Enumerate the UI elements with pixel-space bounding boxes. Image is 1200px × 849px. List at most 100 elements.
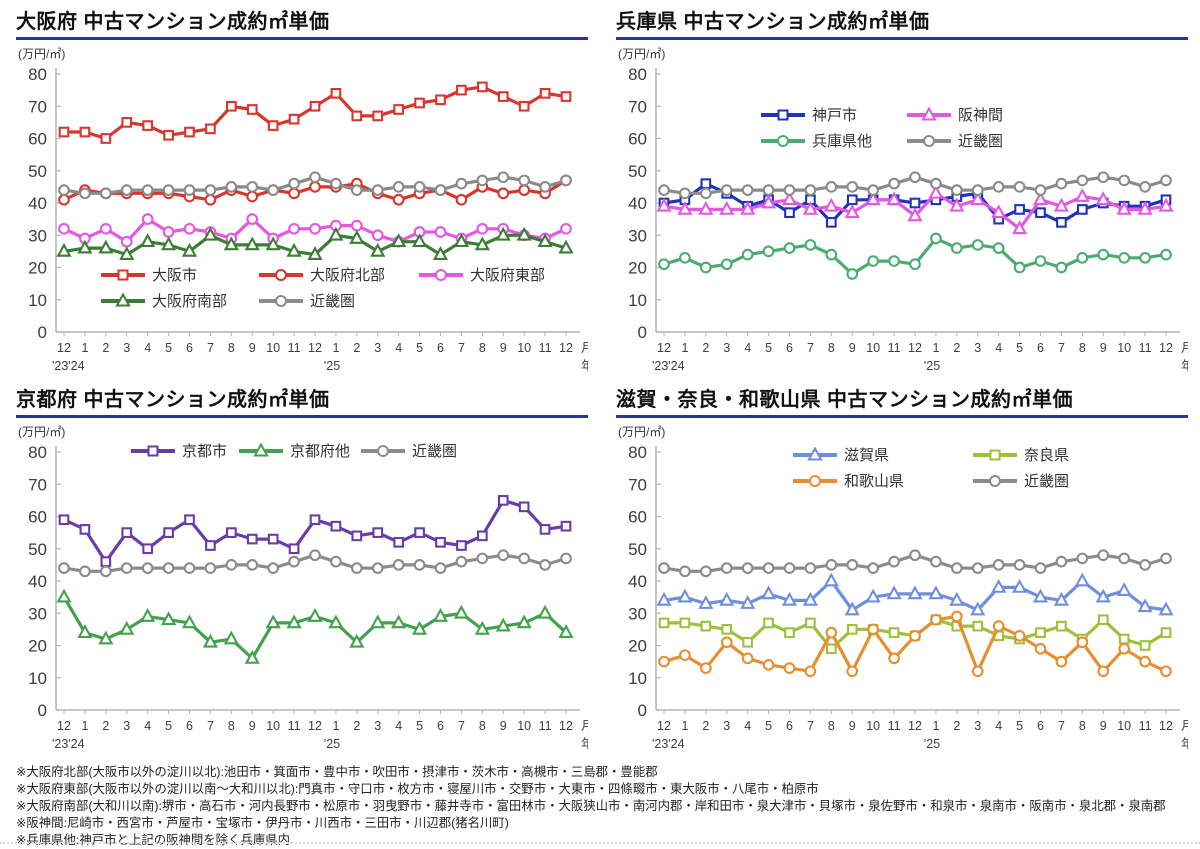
svg-text:年: 年 — [581, 737, 588, 751]
svg-text:6: 6 — [1037, 719, 1044, 733]
legend-label: 京都市 — [182, 443, 228, 460]
legend-marker-circle-icon — [361, 444, 405, 457]
svg-text:6: 6 — [1037, 341, 1044, 355]
svg-text:7: 7 — [807, 341, 814, 355]
svg-text:9: 9 — [249, 341, 256, 355]
svg-text:1: 1 — [81, 719, 88, 733]
svg-text:12: 12 — [559, 341, 573, 355]
footnotes: ※大阪府北部(大阪市以外の淀川以北):池田市・箕面市・豊中市・吹田市・摂津市・茨… — [0, 756, 1200, 849]
chart-hyogo: 兵庫県 中古マンション成約㎡単価 (万円/㎡) 0 10 20 30 40 50 60 70 8… — [600, 0, 1200, 378]
svg-text:12: 12 — [908, 719, 922, 733]
svg-text:11: 11 — [539, 719, 552, 733]
legend-marker-square-icon — [101, 269, 145, 280]
legend-item-kinki: 近畿圏 — [906, 130, 1003, 151]
svg-text:20: 20 — [628, 637, 647, 656]
svg-text:2: 2 — [353, 341, 360, 355]
legend-label: 滋賀県 — [844, 447, 890, 464]
svg-text:'23'24: '23'24 — [652, 737, 685, 751]
svg-text:6: 6 — [437, 719, 444, 733]
svg-text:50: 50 — [628, 540, 647, 559]
svg-text:11: 11 — [288, 719, 301, 733]
svg-text:9: 9 — [1100, 341, 1107, 355]
legend-item-osaka-east: 大阪府東部 — [418, 264, 545, 285]
svg-text:6: 6 — [186, 341, 193, 355]
svg-text:10: 10 — [866, 341, 880, 355]
svg-text:10: 10 — [1117, 719, 1131, 733]
svg-text:80: 80 — [28, 443, 47, 462]
svg-text:10: 10 — [517, 341, 531, 355]
svg-text:1: 1 — [332, 341, 339, 355]
svg-text:40: 40 — [628, 194, 647, 213]
svg-text:6: 6 — [786, 719, 793, 733]
svg-text:'23'24: '23'24 — [52, 737, 85, 751]
svg-text:1: 1 — [681, 341, 688, 355]
svg-text:8: 8 — [1079, 719, 1086, 733]
legend-label: 近畿圏 — [412, 443, 458, 460]
legend-marker-circle-icon — [419, 268, 463, 281]
y-axis-unit: (万円/㎡) — [18, 47, 66, 61]
legend-label: 大阪府東部 — [470, 267, 546, 284]
svg-text:5: 5 — [765, 341, 772, 355]
chart-kyoto: 京都府 中古マンション成約㎡単価 (万円/㎡) 0 10 20 30 40 50 60 70 8… — [0, 378, 600, 756]
svg-text:9: 9 — [849, 719, 856, 733]
footnote-line: ※阪神間:尼崎市・西宮市・芦屋市・宝塚市・伊丹市・川西市・三田市・川辺郡(猪名川… — [16, 816, 509, 830]
svg-text:2: 2 — [953, 719, 960, 733]
svg-text:60: 60 — [628, 508, 647, 527]
svg-text:年: 年 — [1181, 737, 1188, 751]
svg-text:11: 11 — [539, 341, 552, 355]
svg-text:12: 12 — [308, 341, 322, 355]
svg-text:9: 9 — [500, 341, 507, 355]
svg-text:7: 7 — [458, 719, 465, 733]
y-axis-unit: (万円/㎡) — [18, 425, 66, 439]
svg-text:70: 70 — [28, 475, 47, 494]
svg-text:1: 1 — [81, 341, 88, 355]
svg-text:7: 7 — [807, 719, 814, 733]
legend-item-osaka-city: 大阪市 — [100, 264, 258, 285]
legend-item-kobe-city: 神戸市 — [760, 104, 906, 125]
legend-item-kyoto-city: 京都市 — [130, 440, 238, 461]
legend-marker-circle-icon — [793, 474, 837, 487]
svg-text:5: 5 — [1016, 719, 1023, 733]
svg-text:'23'24: '23'24 — [52, 359, 85, 373]
legend-item-kinki: 近畿圏 — [972, 470, 1069, 491]
svg-text:3: 3 — [723, 719, 730, 733]
svg-text:80: 80 — [628, 65, 647, 84]
svg-text:8: 8 — [479, 719, 486, 733]
y-axis-unit: (万円/㎡) — [618, 425, 666, 439]
svg-text:'23'24: '23'24 — [652, 359, 685, 373]
svg-text:2: 2 — [702, 719, 709, 733]
svg-text:6: 6 — [186, 719, 193, 733]
y-axis-unit: (万円/㎡) — [618, 47, 666, 61]
legend-label: 近畿圏 — [958, 133, 1004, 150]
svg-text:5: 5 — [1016, 341, 1023, 355]
svg-text:5: 5 — [416, 341, 423, 355]
footnote-line: ※大阪府北部(大阪市以外の淀川以北):池田市・箕面市・豊中市・吹田市・摂津市・茨… — [16, 765, 658, 779]
svg-text:年: 年 — [581, 359, 588, 373]
svg-text:8: 8 — [828, 341, 835, 355]
svg-text:3: 3 — [374, 341, 381, 355]
svg-text:4: 4 — [144, 719, 151, 733]
svg-text:9: 9 — [500, 719, 507, 733]
svg-text:8: 8 — [828, 719, 835, 733]
chart-title-osaka: 大阪府 中古マンション成約㎡単価 — [16, 10, 588, 40]
legend-label: 大阪府南部 — [152, 293, 228, 310]
svg-text:11: 11 — [888, 719, 901, 733]
legend-marker-square-icon — [131, 445, 175, 456]
chart-title-hyogo: 兵庫県 中古マンション成約㎡単価 — [616, 10, 1188, 40]
legend-item-osaka-north: 大阪府北部 — [258, 264, 418, 285]
svg-text:3: 3 — [723, 341, 730, 355]
svg-text:12: 12 — [57, 341, 71, 355]
svg-text:4: 4 — [395, 719, 402, 733]
svg-text:2: 2 — [102, 719, 109, 733]
legend-label: 近畿圏 — [1024, 473, 1070, 490]
svg-text:6: 6 — [786, 341, 793, 355]
svg-text:10: 10 — [628, 669, 647, 688]
svg-text:2: 2 — [102, 341, 109, 355]
legend-item-shiga: 滋賀県 — [792, 444, 972, 465]
svg-text:3: 3 — [374, 719, 381, 733]
svg-text:7: 7 — [207, 719, 214, 733]
svg-text:10: 10 — [28, 669, 47, 688]
svg-text:0: 0 — [38, 323, 47, 342]
svg-text:2: 2 — [953, 341, 960, 355]
